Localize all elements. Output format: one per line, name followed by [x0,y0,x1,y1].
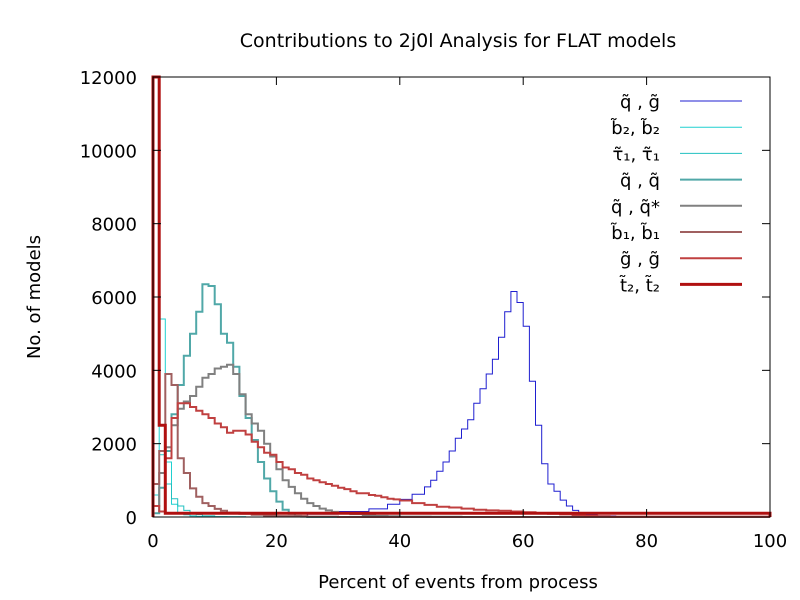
series-line-6 [152,373,770,518]
legend-label-8: t̃₂, t̃₂ [619,275,660,296]
y-tick-label: 6000 [91,288,137,309]
legend-label-4: q̃ , q̃ [620,171,660,192]
legend-label-1: q̃ , g̃ [620,92,660,113]
series-line-7 [152,402,771,518]
y-tick-label: 12000 [80,68,137,89]
legend: q̃ , g̃ b̃₂, b̃₂ τ̃₁, τ̃₁ q̃ , q̃ q̃ , q̃* b̃… [610,92,742,296]
x-axis-label: Percent of events from process [318,572,598,593]
x-tick-label: 60 [512,531,535,552]
x-tick-label: 100 [753,531,787,552]
legend-label-3: τ̃₁, τ̃₁ [612,144,660,165]
axes: 0 20 40 60 80 100 0 2000 4000 6000 8000 10000 12000 [80,68,787,552]
legend-label-7: g̃ , g̃ [620,249,660,270]
y-tick-label: 8000 [91,215,137,236]
y-tick-label: 2000 [91,435,137,456]
y-axis-label: No. of models [24,235,45,359]
x-tick-label: 80 [635,531,658,552]
y-tick-label: 4000 [91,361,137,382]
y-tick-label: 0 [126,508,137,529]
legend-label-2: b̃₂, b̃₂ [610,118,660,139]
legend-label-6: b̃₁, b̃₁ [610,223,660,244]
chart-title: Contributions to 2j0l Analysis for FLAT … [240,30,676,52]
x-tick-label: 20 [265,531,288,552]
series-line-1 [153,291,771,518]
y-tick-label: 10000 [80,141,137,162]
legend-label-5: q̃ , q̃* [611,197,660,218]
x-tick-label: 0 [147,531,158,552]
x-tick-label: 40 [388,531,411,552]
